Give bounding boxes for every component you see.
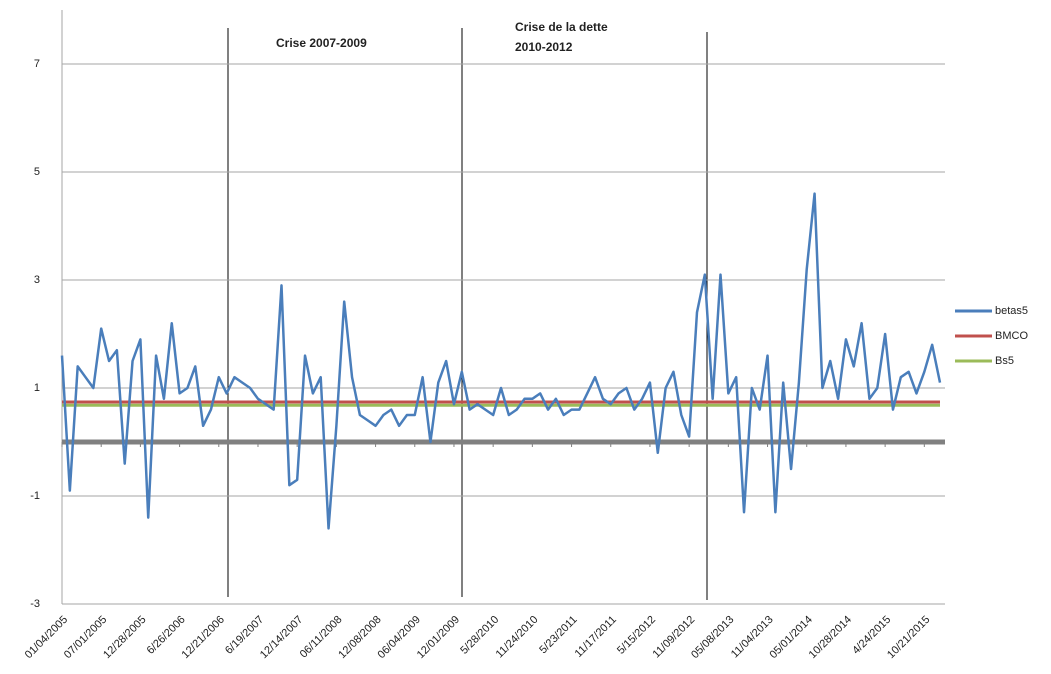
x-tick-label: 12/14/2007 <box>258 614 305 661</box>
legend-label: betas5 <box>995 305 1028 317</box>
x-tick-label: 12/01/2009 <box>415 614 462 661</box>
x-tick-label: 10/21/2015 <box>885 614 932 661</box>
y-tick-label: 5 <box>34 166 40 178</box>
x-tick-label: 05/08/2013 <box>689 614 736 661</box>
x-tick-label: 12/21/2006 <box>180 614 227 661</box>
annotation: Crise 2007-2009 <box>276 36 367 50</box>
y-tick-label: -1 <box>30 490 40 502</box>
x-tick-label: 12/28/2005 <box>101 614 148 661</box>
y-tick-label: 7 <box>34 58 40 70</box>
annotation: 2010-2012 <box>515 40 573 54</box>
x-tick-label: 11/17/2011 <box>573 614 619 660</box>
x-tick-label: 11/24/2010 <box>494 614 541 661</box>
annotation: Crise de la dette <box>515 20 608 34</box>
y-tick-label: 1 <box>34 382 40 394</box>
y-tick-label: -3 <box>30 598 40 610</box>
legend-label: BMCO <box>995 330 1028 342</box>
legend-label: Bs5 <box>995 355 1014 367</box>
y-tick-label: 3 <box>34 274 40 286</box>
x-tick-label: 10/28/2014 <box>807 614 854 661</box>
series-line <box>60 192 942 530</box>
